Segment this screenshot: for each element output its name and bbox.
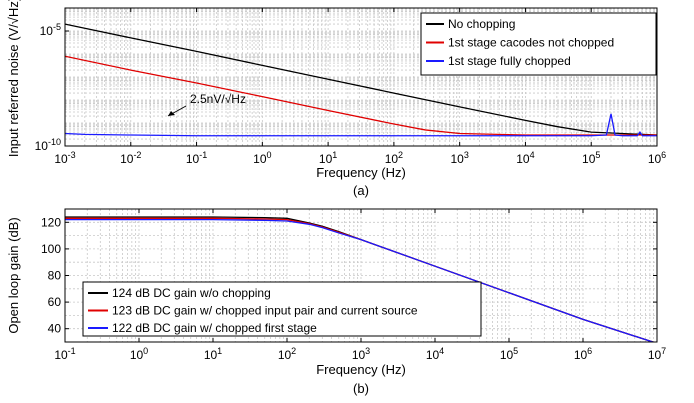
x-tick-label: 104 [426, 346, 444, 362]
x-tick-label: 102 [278, 346, 296, 362]
y-tick-label: 10-5 [40, 22, 61, 38]
series-line-2 [65, 55, 657, 136]
legend-label-1: 124 dB DC gain w/o chopping [112, 286, 271, 300]
x-tick-label: 103 [352, 346, 370, 362]
legend-label-1: No chopping [448, 17, 515, 31]
legend: No chopping 1st stage cacodes not chopped… [420, 12, 657, 76]
x-tick-label: 101 [204, 346, 222, 362]
legend-box [82, 281, 482, 337]
chart-noise: 10-3 10-2 10-1 100 101 102 103 104 105 106 10-10 10… [6, 0, 666, 198]
x-tick-label: 100 [253, 150, 271, 166]
x-axis-label: Frequency (Hz) [316, 165, 406, 180]
x-tick-label: 104 [516, 150, 534, 166]
x-tick-label: 106 [648, 150, 666, 166]
legend-label-3: 1st stage fully chopped [448, 54, 571, 68]
series-group [65, 216, 656, 342]
series-group [65, 23, 657, 137]
x-tick-label: 10-1 [54, 346, 75, 362]
y-tick-label: 80 [48, 269, 62, 283]
x-tick-label: 100 [130, 346, 148, 362]
x-tick-label: 10-1 [186, 150, 207, 166]
y-tick-label: 40 [48, 322, 62, 336]
legend-label-3: 122 dB DC gain w/ chopped first stage [112, 321, 317, 335]
annotation-label: 2.5nV/√Hz [190, 92, 246, 106]
axes-box [64, 7, 658, 147]
figure-caption: (b) [353, 381, 369, 396]
x-tick-label: 101 [319, 150, 337, 166]
x-tick-label: 107 [648, 346, 666, 362]
x-tick-label: 102 [385, 150, 403, 166]
legend: 124 dB DC gain w/o chopping 123 dB DC gai… [82, 281, 482, 337]
y-axis-label: Open loop gain (dB) [6, 217, 21, 333]
y-tick-label: 10-10 [35, 137, 61, 153]
y-tick-label: 100 [41, 242, 61, 256]
x-tick-label: 103 [450, 150, 468, 166]
legend-label-2: 123 dB DC gain w/ chopped input pair and… [112, 304, 418, 318]
series-line-1 [65, 23, 657, 136]
x-tick-label: 10-3 [54, 150, 75, 166]
x-tick-label: 105 [582, 150, 600, 166]
series-line-3 [65, 218, 656, 342]
chart-gain: 10-1 100 101 102 103 104 105 106 107 40 60 80 100 120… [6, 208, 666, 396]
y-tick-label: 120 [41, 215, 61, 229]
x-tick-label: 105 [500, 346, 518, 362]
legend-label-2: 1st stage cacodes not chopped [448, 36, 614, 50]
x-tick-label: 10-2 [120, 150, 141, 166]
y-tick-label: 60 [48, 295, 62, 309]
x-tick-label: 106 [574, 346, 592, 362]
x-axis-label: Frequency (Hz) [316, 362, 406, 377]
figure-caption: (a) [353, 183, 369, 198]
series-line-3 [65, 113, 657, 137]
annotation-arrowhead [168, 111, 175, 116]
y-axis-label: Input referred noise (V/√Hz) [6, 0, 21, 157]
legend-box [420, 12, 657, 76]
